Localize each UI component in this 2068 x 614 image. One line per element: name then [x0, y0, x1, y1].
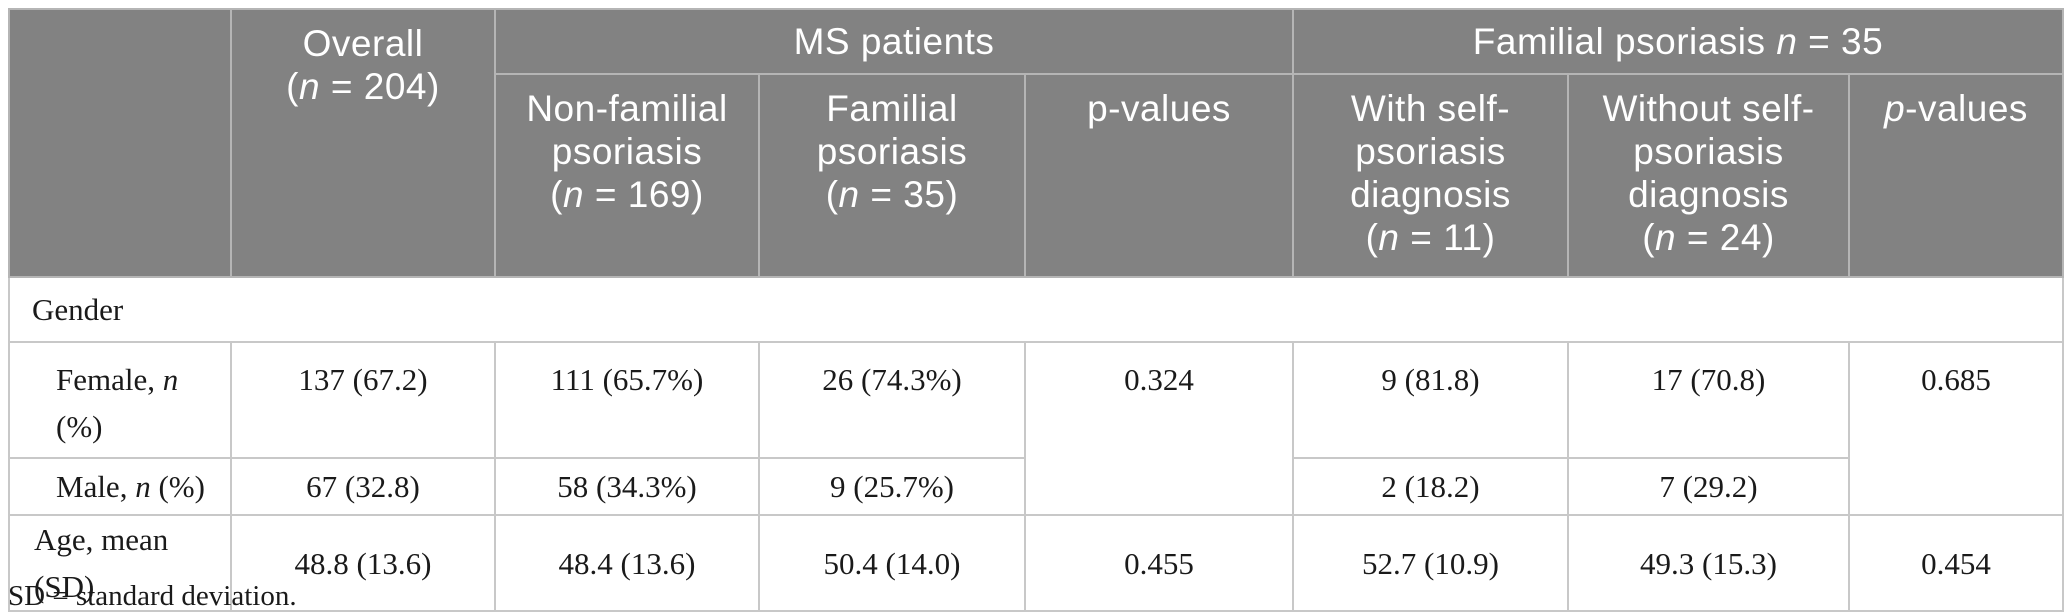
male-familial-value: 9 (25.7%) [758, 457, 1026, 516]
age-without-self-value: 49.3 (15.3) [1567, 514, 1850, 612]
gender-section-label: Gender [7, 276, 2065, 343]
male-without-self-value: 7 (29.2) [1567, 457, 1850, 516]
header-band-sub: Non-familial psoriasis (n = 169) Familial p… [9, 73, 2065, 278]
female-overall-value: 137 (67.2) [230, 341, 496, 459]
male-with-self-value: 2 (18.2) [1292, 457, 1569, 516]
age-row-label: Age, mean (SD) [8, 514, 232, 612]
header-cell-p-values-familial: p-values [1847, 73, 2065, 278]
header-cell-overall: Overall (n = 204) [230, 8, 496, 278]
header-cell-corner [8, 8, 232, 278]
table-row-gender-section: Gender [7, 276, 2065, 343]
male-non-familial-value: 58 (34.3%) [494, 457, 760, 516]
female-row-label: Female, n (%) [8, 341, 232, 459]
female-non-familial-value: 111 (65.7%) [494, 341, 760, 459]
paper-table-page: Overall (n = 204) MS patients Familial ps… [0, 8, 2068, 614]
header-group-familial-psoriasis: Familial psoriasis n = 35 [1291, 8, 2065, 75]
age-familial-value: 50.4 (14.0) [758, 514, 1026, 612]
header-band-top: Overall (n = 204) MS patients Familial ps… [8, 8, 2065, 278]
age-overall-value: 48.8 (13.6) [230, 514, 496, 612]
header-cell-without-self-diagnosis: Without self-psoriasis diagnosis (n = 24) [1567, 73, 1850, 278]
gender-p-value-familial: 0.685 [1847, 341, 2065, 516]
age-p-value-familial: 0.454 [1847, 514, 2065, 612]
header-cell-p-values-ms: p-values [1024, 73, 1294, 278]
female-with-self-value: 9 (81.8) [1292, 341, 1569, 459]
table-row-age: Age, mean (SD) 48.8 (13.6) 48.4 (13.6) 5… [8, 514, 2065, 612]
header-cell-non-familial: Non-familial psoriasis (n = 169) [494, 73, 760, 278]
age-non-familial-value: 48.4 (13.6) [494, 514, 760, 612]
header-group-ms-patients: MS patients [494, 8, 1294, 75]
female-familial-value: 26 (74.3%) [758, 341, 1026, 459]
gender-p-value-ms: 0.324 [1024, 341, 1294, 516]
male-row-label: Male, n (%) [8, 457, 232, 516]
male-overall-value: 67 (32.8) [230, 457, 496, 516]
female-without-self-value: 17 (70.8) [1567, 341, 1850, 459]
header-cell-with-self-diagnosis: With self-psoriasis diagnosis (n = 11) [1292, 73, 1569, 278]
table-row-male: Male, n (%) 67 (32.8) 58 (34.3%) 9 (25.7… [8, 457, 2063, 516]
age-p-value-ms: 0.455 [1024, 514, 1294, 612]
demographics-table: Overall (n = 204) MS patients Familial ps… [7, 8, 2065, 612]
age-with-self-value: 52.7 (10.9) [1292, 514, 1569, 612]
table-footnote: SD = standard deviation. [8, 580, 297, 612]
header-cell-familial: Familial psoriasis (n = 35) [758, 73, 1026, 278]
table-row-female: Female, n (%) 137 (67.2) 111 (65.7%) 26 (… [8, 341, 2065, 516]
